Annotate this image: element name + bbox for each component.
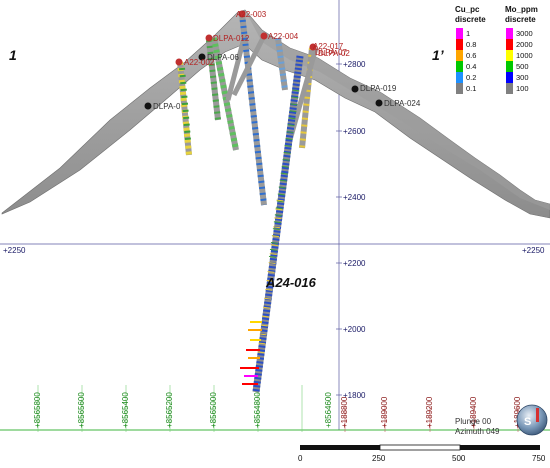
legend-cu-entries: 1 0.8 0.6 0.4 0.2 0.1 (456, 28, 476, 94)
hole-label: DLPA-0 (153, 102, 181, 111)
hole-label: A22-003 (236, 10, 267, 19)
legend-swatch (456, 72, 463, 83)
hole-label: DLPA-024 (384, 99, 421, 108)
scale-tick-label: 500 (452, 454, 466, 463)
legend-swatch (506, 50, 513, 61)
svg-text:S: S (524, 416, 531, 428)
featured-hole-label: A24-016 (265, 275, 317, 290)
northing-label: +8565200 (165, 392, 174, 428)
hole-label: DLPA-06 (207, 53, 239, 62)
compass-globe-icon[interactable]: S (516, 404, 548, 436)
legend-value: 3000 (516, 29, 533, 38)
legend-swatch (456, 50, 463, 61)
scale-tick-label: 0 (298, 454, 303, 463)
northing-label: +8565600 (77, 392, 86, 428)
legend-value: 1000 (516, 51, 533, 60)
drill-hole-traces (177, 13, 319, 393)
elevation-ticks (336, 63, 342, 396)
hole-label: DLPA-012 (213, 34, 250, 43)
plunge-text: Plunge 00 (455, 417, 492, 426)
legend-value: 0.6 (466, 51, 476, 60)
legend-swatch (456, 28, 463, 39)
legend-swatch (506, 28, 513, 39)
horizon-label-right: +2250 (522, 246, 545, 255)
legend-swatch (506, 72, 513, 83)
legend-cu-title: Cu_pc (455, 5, 480, 14)
legend-value: 100 (516, 84, 529, 93)
legend-value: 0.4 (466, 62, 476, 71)
elevation-label-2400: +2400 (343, 193, 366, 202)
grade-legend: Cu_pc discrete Mo_ppm discrete 1 0.8 0.6 0.… (455, 5, 538, 94)
legend-swatch (506, 39, 513, 50)
legend-swatch (456, 39, 463, 50)
elevation-label-1800: +1800 (343, 391, 366, 400)
elevation-label-2000: +2000 (343, 325, 366, 334)
legend-value: 1 (466, 29, 470, 38)
northing-ticks (37, 385, 303, 432)
northing-label: +8564800 (253, 392, 262, 428)
legend-swatch (456, 61, 463, 72)
northing-label: +8564600 (324, 392, 333, 428)
scale-bar: 0 250 500 750 (298, 444, 546, 463)
elevation-label-2200: +2200 (343, 259, 366, 268)
legend-mo-subtitle: discrete (505, 15, 536, 24)
legend-value: 500 (516, 62, 529, 71)
hole-label: A22-017 (313, 42, 344, 51)
hole-label: DLPA-019 (360, 84, 397, 93)
hole-label: DLPA-07 (315, 48, 347, 57)
legend-value: 0.1 (466, 84, 476, 93)
northing-label: +8565400 (121, 392, 130, 428)
horizon-label-left: +2250 (3, 246, 26, 255)
scale-tick-label: 750 (532, 454, 546, 463)
scale-tick-label: 250 (372, 454, 386, 463)
legend-mo-entries: 3000 2000 1000 500 300 100 (506, 28, 533, 94)
easting-label: +189600 (513, 396, 522, 428)
northing-label: +8565800 (33, 392, 42, 428)
legend-swatch (456, 83, 463, 94)
legend-value: 2000 (516, 40, 533, 49)
legend-value: 300 (516, 73, 529, 82)
section-label-right: 1’ (432, 47, 445, 63)
section-label-left: 1 (9, 47, 17, 63)
hole-label: A22-002 (184, 58, 215, 67)
mo-anomaly-bars (240, 321, 262, 385)
legend-swatch (506, 83, 513, 94)
collar-markers (144, 10, 383, 110)
hole-label: DLPA-02 (318, 49, 350, 58)
legend-cu-subtitle: discrete (455, 15, 486, 24)
legend-mo-title: Mo_ppm (505, 5, 538, 14)
easting-label: +189400 (469, 396, 478, 428)
elevation-label-2600: +2600 (343, 127, 366, 136)
elevation-label-2800: +2800 (343, 60, 366, 69)
terrain-ridge-shade (245, 10, 550, 210)
legend-value: 0.8 (466, 40, 476, 49)
hole-label: A22-004 (268, 32, 299, 41)
easting-label: +189000 (380, 396, 389, 428)
legend-swatch (506, 61, 513, 72)
northing-label: +8565000 (209, 392, 218, 428)
easting-label: +188800 (340, 396, 349, 428)
azimuth-text: Azimuth 049 (455, 427, 500, 436)
legend-value: 0.2 (466, 73, 476, 82)
easting-label: +189200 (425, 396, 434, 428)
